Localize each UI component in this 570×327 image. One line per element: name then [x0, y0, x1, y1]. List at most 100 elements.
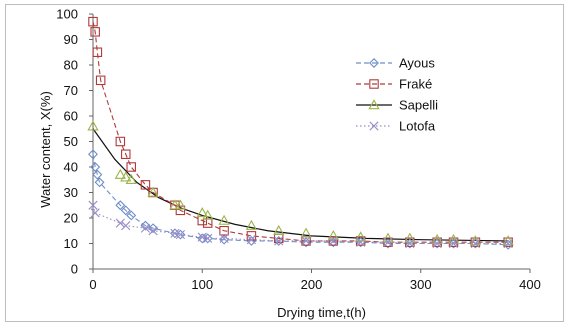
data-point-sapelli: [114, 168, 126, 179]
data-point-frak: [115, 136, 126, 147]
legend: Ayous Fraké Sapelli Lotofa: [356, 56, 438, 134]
data-point-ayous: [219, 234, 230, 245]
y-tick-label: 10: [64, 236, 78, 251]
chart-frame: 0 100 200 300 400 0 10 20 30 40 50 60 70 80 90 100 Dry…: [5, 4, 564, 322]
y-axis-label: Water content, X(%): [38, 91, 53, 208]
x-tick-label: 200: [301, 277, 323, 292]
data-point-sapelli: [174, 199, 187, 210]
data-point-frak: [328, 236, 339, 246]
series-line-frak: [92, 21, 509, 243]
data-point-frak: [503, 237, 513, 247]
data-point-lotofa: [356, 237, 366, 247]
y-tick-label: 80: [64, 58, 78, 73]
data-point-frak: [121, 149, 131, 160]
data-point-sapelli: [245, 219, 258, 230]
data-point-ayous: [126, 210, 137, 221]
data-point-frak: [175, 205, 186, 216]
x-tick-label: 100: [191, 277, 213, 292]
y-tick-label: 100: [56, 7, 78, 22]
data-point-sapelli: [125, 173, 137, 184]
data-point-lotofa: [328, 236, 338, 246]
x-tick-label: 0: [89, 277, 96, 292]
series-line-ayous: [92, 154, 509, 246]
x-tick-label: 300: [410, 277, 432, 292]
series-line-lotofa: [92, 205, 509, 245]
data-point-lotofa: [274, 236, 284, 246]
data-point-sapelli: [218, 214, 230, 225]
data-point-ayous: [140, 220, 151, 231]
data-point-ayous: [503, 239, 514, 250]
data-point-sapelli: [327, 230, 339, 241]
data-point-sapelli: [196, 207, 208, 218]
data-point-lotofa: [246, 235, 257, 245]
data-point-lotofa: [448, 238, 459, 249]
data-point-lotofa: [175, 229, 185, 240]
data-point-frak: [95, 75, 106, 86]
data-point-frak: [140, 180, 151, 190]
data-point-lotofa: [115, 218, 125, 228]
data-point-ayous: [94, 177, 105, 188]
legend-item-lotofa: Lotofa: [356, 119, 436, 134]
data-point-lotofa: [140, 223, 151, 233]
data-point-lotofa: [432, 238, 442, 249]
data-point-lotofa: [219, 233, 229, 243]
data-point-lotofa: [90, 208, 100, 218]
drying-curve-chart: 0 100 200 300 400 0 10 20 30 40 50 60 70 80 90 100 Dry…: [38, 7, 541, 321]
legend-swatch-marker: [369, 79, 379, 89]
data-point-lotofa: [170, 228, 180, 238]
data-point-frak: [92, 47, 103, 57]
data-point-ayous: [90, 162, 101, 172]
y-tick-label: 40: [64, 160, 78, 175]
data-point-sapelli: [404, 232, 416, 243]
fit-curve-sapelli: [92, 128, 509, 242]
data-point-ayous: [202, 233, 213, 244]
y-tick-label: 70: [64, 83, 78, 98]
y-tick-label: 30: [64, 185, 78, 200]
legend-label: Fraké: [399, 77, 432, 92]
data-point-sapelli: [147, 186, 159, 197]
series-group: [87, 16, 514, 250]
legend-item-ayous: Ayous: [356, 56, 435, 71]
fit-curves: [92, 128, 509, 242]
legend-swatch-marker: [369, 58, 379, 68]
data-point-ayous: [273, 235, 284, 246]
data-point-lotofa: [197, 232, 207, 242]
legend-item-sapelli: Sapelli: [356, 98, 438, 113]
data-point-lotofa: [383, 237, 393, 247]
legend-label: Sapelli: [399, 98, 438, 113]
data-point-ayous: [92, 169, 103, 180]
data-point-sapelli: [202, 209, 214, 220]
y-tick-labels: 0 10 20 30 40 50 60 70 80 90 100: [56, 7, 93, 277]
data-point-sapelli: [87, 120, 99, 131]
data-point-frak: [126, 162, 136, 172]
series-frak: [88, 16, 513, 247]
series-lotofa: [88, 200, 513, 249]
data-point-lotofa: [301, 236, 311, 246]
axes: [92, 14, 530, 270]
y-tick-label: 0: [71, 262, 78, 277]
data-point-ayous: [115, 200, 126, 211]
y-tick-label: 50: [64, 134, 78, 149]
data-point-ayous: [120, 205, 131, 216]
data-point-sapelli: [355, 231, 367, 242]
legend-label: Ayous: [399, 56, 435, 71]
data-point-sapelli: [169, 199, 181, 210]
data-point-lotofa: [121, 221, 131, 231]
data-point-lotofa: [148, 226, 158, 236]
y-tick-label: 20: [64, 211, 78, 226]
x-tick-label: 400: [519, 277, 541, 292]
x-axis-label: Drying time,t(h): [277, 305, 366, 320]
legend-swatch-marker: [368, 99, 380, 110]
data-point-sapelli: [300, 227, 312, 238]
data-point-lotofa: [503, 238, 513, 249]
x-tick-labels: 0 100 200 300 400: [89, 269, 541, 292]
data-point-frak: [202, 218, 213, 228]
y-tick-label: 90: [64, 32, 78, 47]
data-point-ayous: [175, 229, 186, 240]
data-point-ayous: [148, 223, 159, 234]
data-point-lotofa: [470, 238, 480, 249]
data-point-frak: [90, 27, 100, 37]
data-point-ayous: [88, 149, 98, 160]
legend-item-frak: Fraké: [356, 77, 432, 92]
series-sapelli: [87, 120, 514, 246]
